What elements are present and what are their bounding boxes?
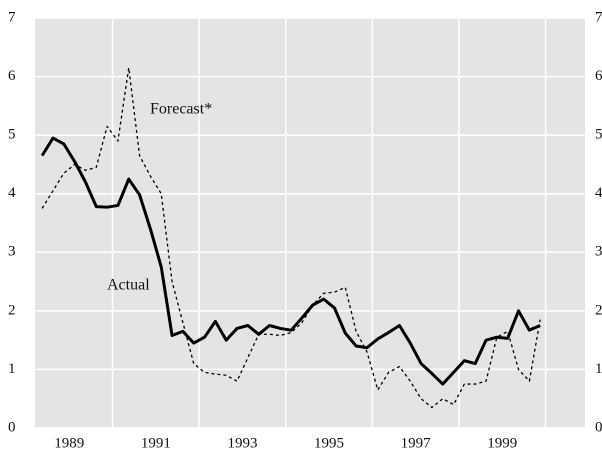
series-label: Forecast* [150, 101, 212, 118]
y2-tick-label: 7 [595, 9, 602, 25]
y-tick-label: 2 [8, 302, 16, 318]
series-label: Actual [107, 277, 150, 294]
y2-tick-label: 0 [595, 419, 602, 435]
y-tick-label: 4 [8, 185, 16, 201]
y-tick-label: 5 [8, 127, 16, 143]
x-tick-label: 1995 [314, 435, 344, 451]
y-tick-label: 6 [8, 68, 16, 84]
y-tick-label: 7 [8, 9, 16, 25]
plot-background [35, 18, 585, 428]
x-tick-label: 1999 [487, 435, 517, 451]
y2-tick-label: 2 [595, 302, 602, 318]
series-line [41, 67, 541, 409]
y-tick-label: 0 [8, 419, 16, 435]
x-tick-label: 1991 [141, 435, 171, 451]
y-tick-label: 1 [8, 361, 16, 377]
y-tick-label: 3 [8, 244, 16, 260]
y2-tick-label: 3 [595, 244, 602, 260]
x-tick-label: 1993 [227, 435, 257, 451]
y2-tick-label: 5 [595, 127, 602, 143]
y2-tick-label: 6 [595, 68, 602, 84]
y2-tick-label: 4 [595, 185, 602, 201]
x-tick-label: 1997 [401, 435, 432, 451]
y2-tick-label: 1 [595, 361, 602, 377]
x-tick-label: 1989 [54, 435, 84, 451]
series-line [40, 136, 541, 386]
